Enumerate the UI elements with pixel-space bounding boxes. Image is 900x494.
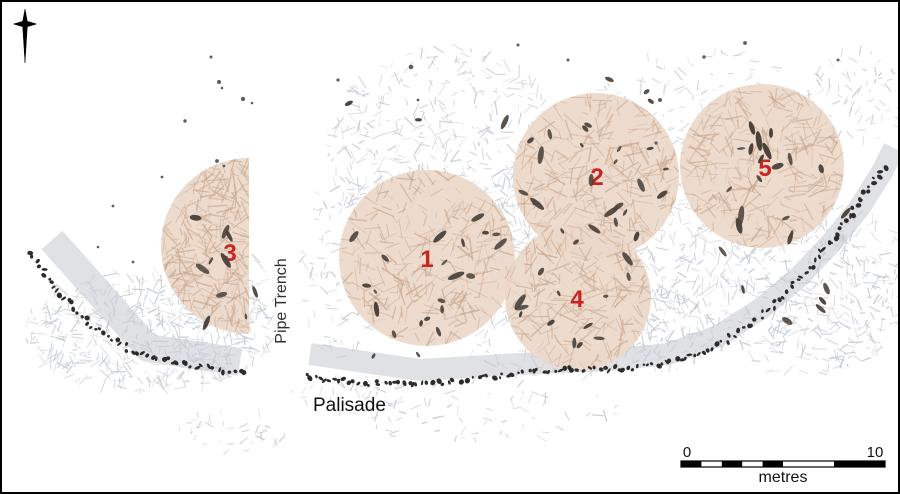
area-root-texture (161, 158, 249, 334)
palisade-posthole-dots (27, 165, 889, 388)
area5-feature-cluster (769, 128, 773, 138)
dark-feature-blobs (96, 41, 851, 359)
area5-feature-cluster (748, 121, 756, 135)
excavation-areas: 1 2 3 4 5 (161, 84, 844, 370)
palisade-label: Palisade (313, 395, 386, 416)
area-shape (680, 84, 844, 248)
area-root-texture (339, 170, 515, 346)
area5-feature-cluster (755, 131, 763, 151)
north-arrow-icon (12, 8, 38, 64)
area-shape (513, 93, 679, 259)
area-root-texture (680, 84, 844, 248)
area-number-2: 2 (590, 164, 603, 191)
excavation-area-2: 2 (513, 93, 679, 259)
area5-feature-cluster (762, 142, 772, 160)
excavation-area-3: 3 (161, 158, 249, 334)
area-number-5: 5 (758, 155, 771, 182)
excavation-area-4: 4 (505, 224, 651, 370)
excavation-area-1: 1 (339, 170, 515, 346)
scale-start-label: 0 (683, 444, 691, 461)
area5-feature-cluster (748, 143, 754, 155)
scale-unit-label: metres (759, 469, 808, 486)
area5-feature-cluster (758, 154, 764, 164)
pipe-trench-label: Pipe Trench (273, 258, 290, 343)
area-root-texture (514, 93, 679, 259)
north-arrow-glyph (12, 8, 38, 64)
excavation-area-5: 5 (680, 84, 844, 248)
area-shape (339, 170, 515, 346)
scale-bar-segments (680, 460, 886, 468)
scale-end-label: 10 (867, 444, 884, 461)
area-number-1: 1 (420, 246, 433, 273)
scale-bar: 0 10 metres (680, 444, 886, 486)
area-number-4: 4 (570, 286, 584, 313)
